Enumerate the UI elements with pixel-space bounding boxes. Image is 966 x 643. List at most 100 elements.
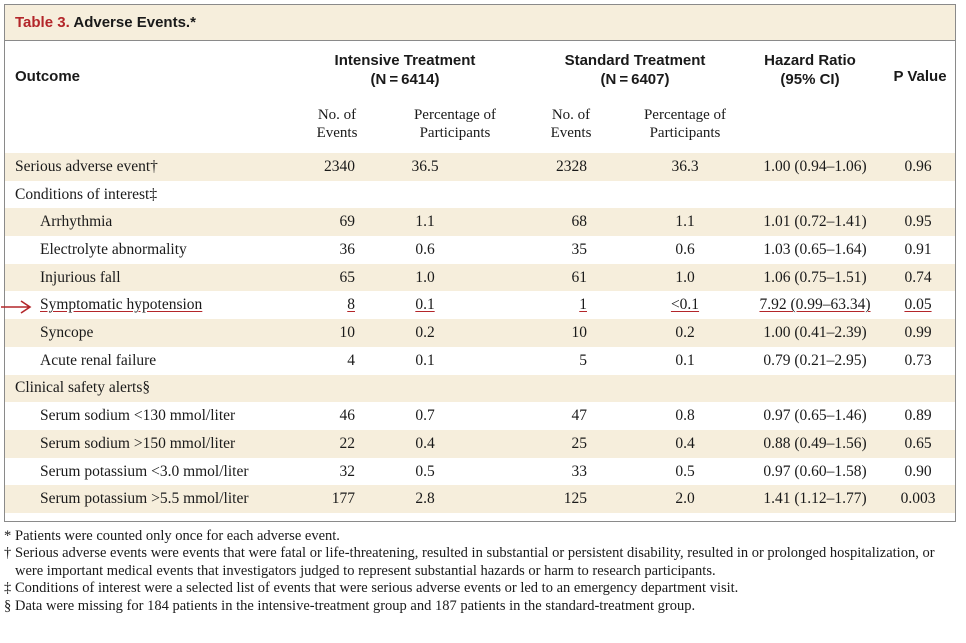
header-p-value: P Value <box>893 68 947 85</box>
cell-pct-intensive: 0.5 <box>375 458 475 486</box>
table-row: Symptomatic hypotension 8 0.1 1 <0.1 7.92 (0.… <box>1 292 955 320</box>
cell-pct-standard: 0.5 <box>635 458 735 486</box>
cell-value: 0.97 (0.60–1.58) <box>763 462 867 480</box>
cell-events-intensive: 32 <box>255 458 356 486</box>
subheader-text: Events <box>316 125 358 141</box>
table-row: Electrolyte abnormality 36 0.6 35 0.6 1.03 (0… <box>5 236 955 264</box>
cell-p-value: 0.003 <box>890 485 946 513</box>
cell-pct-standard: 36.3 <box>635 153 735 181</box>
cell-value: 0.96 <box>904 157 932 175</box>
cell-pct-intensive: 0.7 <box>375 402 475 430</box>
cell-events-standard: 47 <box>495 402 588 430</box>
cell-events-standard: 33 <box>495 458 588 486</box>
subheader-events-standard: No. of Events <box>531 106 611 142</box>
cell-events-intensive: 22 <box>255 430 356 458</box>
header-hazard-ci: (95% CI) <box>780 71 840 88</box>
cell-value: 0.6 <box>675 240 695 258</box>
cell-value: 0.79 (0.21–2.95) <box>763 351 867 369</box>
cell-pct-intensive: 1.1 <box>375 208 475 236</box>
cell-value: 1 <box>579 296 587 314</box>
cell-p-value: 0.74 <box>890 264 946 292</box>
cell-pct-intensive <box>375 181 475 209</box>
footnote: ‡ Conditions of interest were a selected … <box>4 580 962 597</box>
footnote-mark: † <box>4 545 12 562</box>
cell-p-value <box>890 181 946 209</box>
footnote-mark: * <box>4 528 12 544</box>
cell-outcome: Serum sodium >150 mmol/liter <box>40 430 235 458</box>
cell-value: 1.1 <box>675 213 695 231</box>
header-hazard-ratio: Hazard Ratio (95% CI) <box>750 51 870 89</box>
cell-value: 65 <box>339 268 356 286</box>
table-row: Serum sodium >150 mmol/liter 22 0.4 25 0.4 0.… <box>5 430 955 458</box>
cell-value: 1.0 <box>675 268 695 286</box>
subheader-text: Percentage of <box>413 107 497 123</box>
subheader-text: Events <box>550 125 592 141</box>
cell-value: 0.2 <box>675 324 695 342</box>
footnote-text: Patients were counted only once for each… <box>15 528 340 544</box>
cell-events-intensive: 36 <box>255 236 356 264</box>
row-label: Serum sodium >150 mmol/liter <box>40 434 236 452</box>
cell-value: 1.1 <box>415 213 435 231</box>
cell-value: 0.88 (0.49–1.56) <box>763 434 867 452</box>
cell-value: 8 <box>347 296 355 314</box>
cell-value: 35 <box>571 240 588 258</box>
cell-value: 5 <box>579 351 587 369</box>
cell-outcome: Serum potassium >5.5 mmol/liter <box>40 485 249 513</box>
cell-value: 68 <box>571 213 588 231</box>
cell-events-standard <box>495 375 587 403</box>
cell-value: 0.6 <box>415 240 435 258</box>
cell-value: 47 <box>571 407 588 425</box>
cell-value: 2.0 <box>675 490 695 508</box>
footnotes: * Patients were counted only once for eac… <box>4 528 962 615</box>
row-label: Conditions of interest‡ <box>15 185 158 203</box>
cell-hazard-ratio <box>750 181 880 209</box>
table-row: Arrhythmia 69 1.1 68 1.1 1.01 (0.72–1.41) 0.95 <box>5 208 955 237</box>
cell-hazard-ratio: 1.00 (0.94–1.06) <box>750 153 880 181</box>
row-label: Electrolyte abnormality <box>40 240 187 258</box>
cell-pct-standard: 0.6 <box>635 236 735 264</box>
cell-value: 25 <box>571 434 588 452</box>
header-hazard-label: Hazard Ratio <box>764 52 856 69</box>
cell-events-standard: 35 <box>495 236 588 264</box>
cell-p-value: 0.89 <box>890 402 946 430</box>
row-label: Syncope <box>40 324 94 342</box>
cell-pct-intensive: 0.6 <box>375 236 475 264</box>
cell-events-intensive: 8 <box>255 292 355 320</box>
footnote: § Data were missing for 184 patients in t… <box>4 598 962 615</box>
row-label: Serum sodium <130 mmol/liter <box>40 407 236 425</box>
table-row: Serum sodium <130 mmol/liter 46 0.7 47 0.8 0.… <box>5 402 955 430</box>
cell-events-standard: 68 <box>495 208 588 236</box>
cell-value: 0.5 <box>675 462 695 480</box>
subheader-text: No. of <box>551 107 591 123</box>
cell-value: 1.01 (0.72–1.41) <box>763 213 867 231</box>
cell-hazard-ratio: 0.79 (0.21–2.95) <box>750 347 880 375</box>
cell-value: 0.91 <box>904 240 932 258</box>
table-row: Acute renal failure 4 0.1 5 0.1 0.79 (0.21–2.… <box>5 347 955 375</box>
cell-value: 4 <box>347 351 355 369</box>
cell-value: 61 <box>571 268 588 286</box>
cell-pct-standard: <0.1 <box>635 292 735 320</box>
header-standard: Standard Treatment (N = 6407) <box>545 51 725 89</box>
cell-value: 2340 <box>324 157 355 175</box>
cell-pct-intensive: 0.2 <box>375 319 475 347</box>
cell-value: 0.05 <box>904 296 932 314</box>
cell-value: 2328 <box>556 157 587 175</box>
cell-pct-standard: 2.0 <box>635 485 735 513</box>
table-title: Table 3. Adverse Events.* <box>5 5 955 41</box>
cell-pct-standard <box>635 181 735 209</box>
footnote-text: Data were missing for 184 patients in th… <box>15 597 696 614</box>
cell-value: 36 <box>339 240 356 258</box>
cell-outcome: Serious adverse event† <box>15 153 158 181</box>
cell-events-intensive <box>255 181 355 209</box>
cell-value: 0.89 <box>904 407 932 425</box>
cell-p-value <box>890 375 946 403</box>
cell-pct-intensive: 1.0 <box>375 264 475 292</box>
cell-p-value: 0.95 <box>890 208 946 236</box>
cell-value: 10 <box>339 324 356 342</box>
cell-pct-intensive: 36.5 <box>375 153 475 181</box>
cell-outcome: Serum sodium <130 mmol/liter <box>40 402 235 430</box>
adverse-events-table: Table 3. Adverse Events.* Outcome Intens… <box>1 4 956 522</box>
subheader-events-intensive: No. of Events <box>297 106 377 142</box>
cell-pct-standard: 0.4 <box>635 430 735 458</box>
row-label: Symptomatic hypotension <box>40 296 203 314</box>
